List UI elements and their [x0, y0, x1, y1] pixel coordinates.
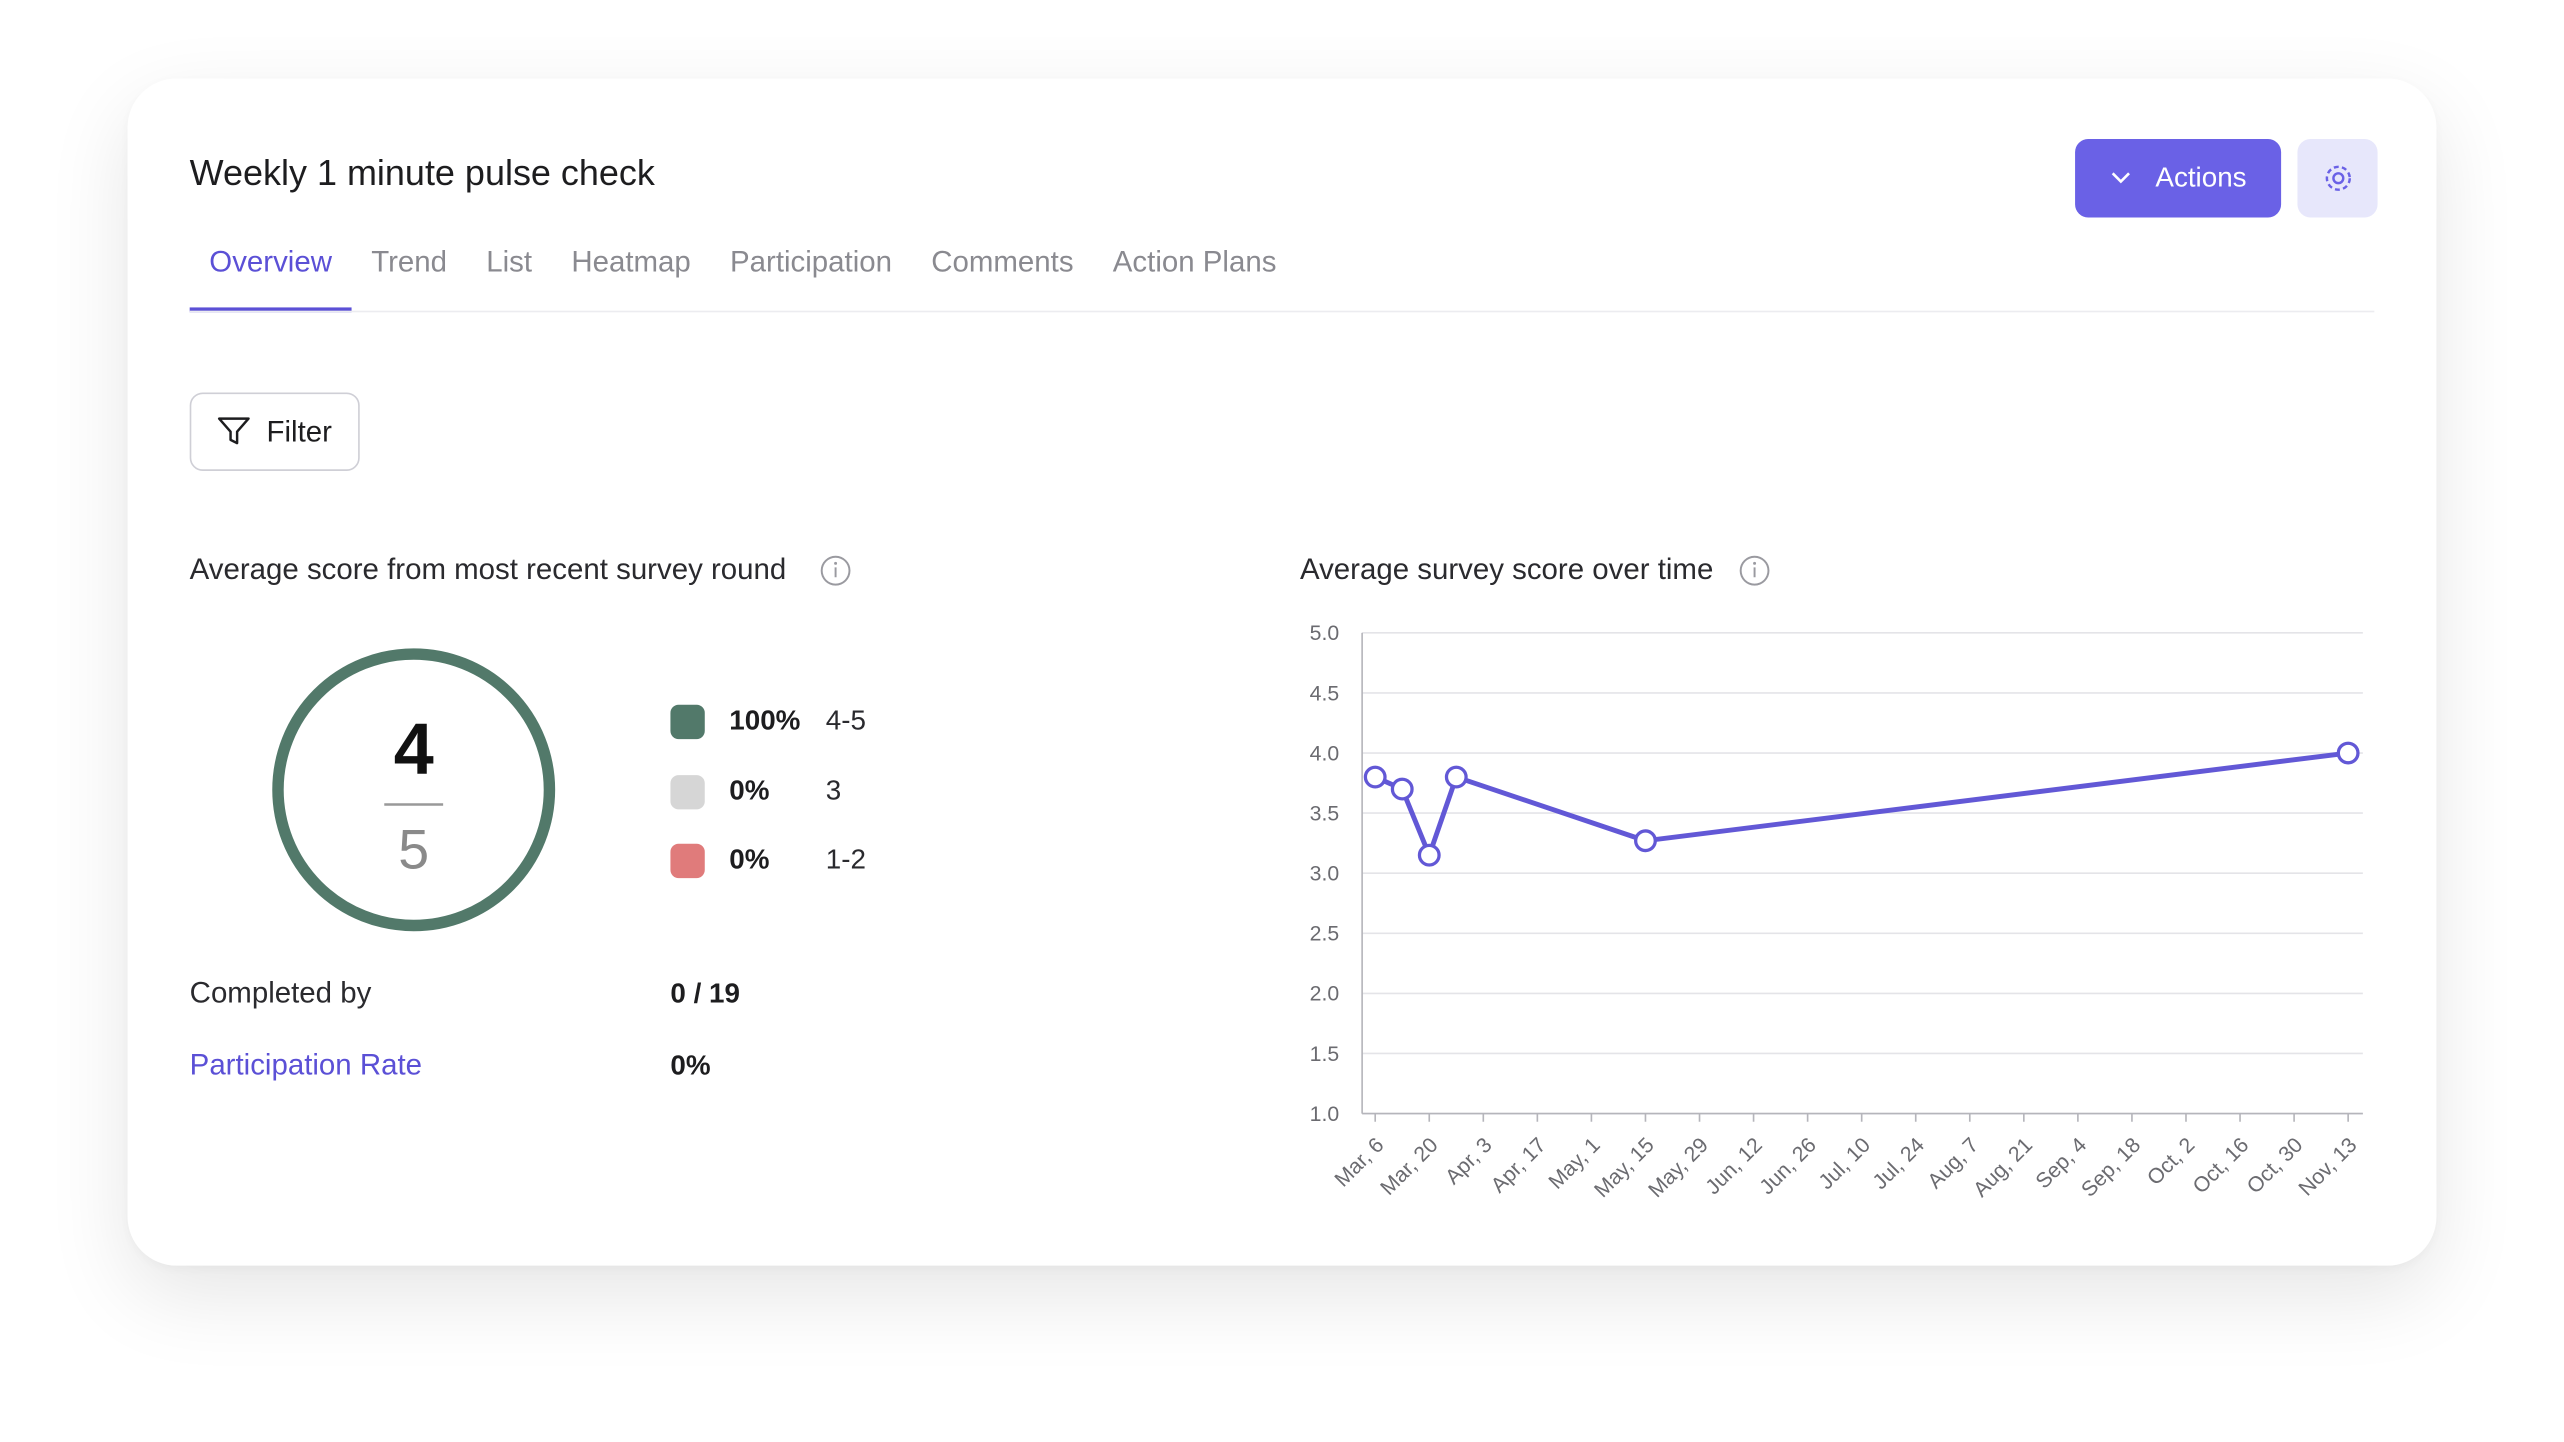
data-point	[1634, 829, 1657, 853]
legend-row: 100% 4-5	[670, 703, 997, 740]
x-tick-label: Aug, 21	[1968, 1133, 2037, 1202]
tab[interactable]: Heatmap	[571, 245, 691, 278]
info-icon[interactable]	[818, 553, 854, 589]
x-tick-label: Apr, 17	[1486, 1133, 1551, 1198]
x-tick-label: Sep, 18	[2077, 1133, 2146, 1202]
info-icon[interactable]	[1737, 553, 1773, 589]
score-ring: 4 5	[272, 648, 556, 932]
participation-value: 0%	[670, 1049, 711, 1081]
score-max: 5	[398, 818, 429, 880]
tab[interactable]: Overview	[189, 245, 352, 313]
x-tick-label: Jul, 10	[1814, 1133, 1875, 1194]
gear-icon	[2324, 165, 2351, 191]
legend-swatch	[670, 774, 705, 809]
data-point	[2336, 741, 2360, 765]
y-tick-label: 1.0	[1310, 1102, 1340, 1126]
tab-divider	[189, 310, 2375, 313]
page-title: Weekly 1 minute pulse check	[189, 152, 655, 193]
legend-row: 0% 1-2	[670, 842, 997, 879]
chevron-icon	[2111, 172, 2131, 184]
legend-row: 0% 3	[670, 773, 997, 809]
x-tick-label: Jun, 26	[1755, 1133, 1821, 1199]
legend-percent: 0%	[729, 843, 770, 875]
series-line	[1374, 750, 2349, 858]
data-point	[1444, 765, 1468, 789]
x-tick-label: May, 15	[1590, 1133, 1659, 1202]
x-tick-label: Nov, 13	[2294, 1133, 2362, 1201]
filter-icon	[217, 417, 250, 445]
legend-range: 4-5	[825, 704, 866, 736]
y-tick-label: 3.0	[1310, 862, 1340, 886]
score-value: 4	[394, 709, 434, 789]
y-tick-label: 4.5	[1310, 681, 1340, 705]
x-tick-label: May, 29	[1644, 1133, 1713, 1202]
actions-label: Actions	[2155, 161, 2247, 193]
legend-range: 1-2	[825, 843, 866, 875]
filter-button[interactable]: Filter	[189, 392, 360, 471]
x-tick-label: Jun, 12	[1701, 1133, 1767, 1199]
data-point	[1417, 843, 1441, 867]
y-tick-label: 2.0	[1310, 982, 1340, 1006]
x-tick-label: Oct, 30	[2242, 1133, 2307, 1198]
legend-percent: 0%	[729, 774, 770, 806]
tab[interactable]: List	[486, 245, 533, 278]
y-tick-label: 1.5	[1310, 1042, 1340, 1066]
tab[interactable]: Trend	[371, 245, 448, 278]
completed-value: 0 / 19	[670, 977, 741, 1009]
actions-button[interactable]: Actions	[2075, 138, 2282, 218]
x-tick-label: Jul, 24	[1868, 1133, 1929, 1194]
chart-title: Average survey score over time	[1299, 552, 1714, 586]
completed-label: Completed by	[189, 976, 372, 1009]
score-title: Average score from most recent survey ro…	[189, 552, 787, 586]
settings-button[interactable]	[2297, 138, 2378, 218]
y-tick-label: 4.0	[1310, 741, 1340, 765]
filter-label: Filter	[266, 414, 332, 448]
card	[127, 78, 2437, 1266]
tab[interactable]: Participation	[730, 245, 893, 278]
ring	[272, 648, 556, 932]
x-tick-label: Oct, 16	[2188, 1133, 2253, 1198]
data-point	[1363, 765, 1387, 789]
y-tick-label: 2.5	[1310, 922, 1340, 946]
tab[interactable]: Comments	[931, 245, 1074, 278]
tab-bar: Overview Trend List Heatmap Participation Com…	[189, 245, 1296, 313]
data-point	[1390, 777, 1414, 801]
y-tick-label: 3.5	[1310, 801, 1340, 825]
legend-swatch	[670, 704, 705, 740]
participation-link[interactable]: Participation Rate	[189, 1048, 423, 1081]
y-tick-label: 5.0	[1310, 621, 1340, 645]
x-tick-label: Mar, 20	[1376, 1133, 1443, 1200]
tab[interactable]: Action Plans	[1112, 245, 1277, 278]
legend-swatch	[670, 843, 705, 879]
legend-percent: 100%	[729, 704, 801, 736]
legend-range: 3	[825, 774, 842, 806]
